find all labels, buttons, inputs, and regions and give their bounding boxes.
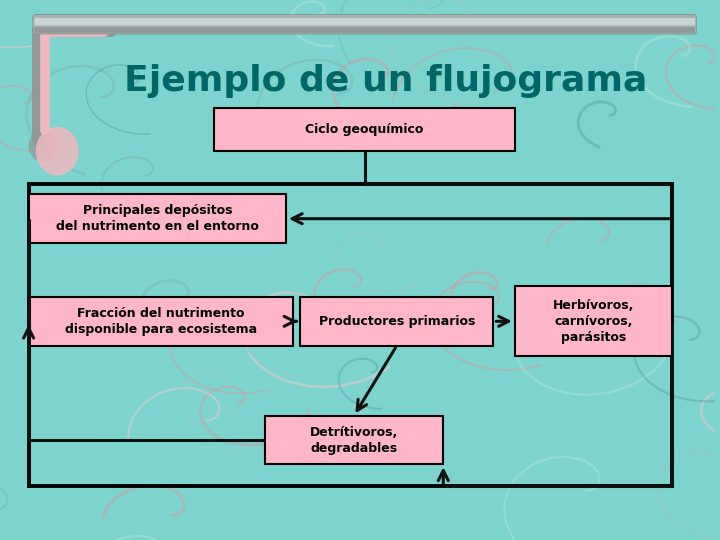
FancyBboxPatch shape bbox=[35, 18, 695, 25]
Ellipse shape bbox=[36, 127, 78, 176]
FancyBboxPatch shape bbox=[35, 27, 695, 33]
Bar bbox=[264, 416, 444, 464]
Text: Detrítivoros,
degradables: Detrítivoros, degradables bbox=[310, 426, 398, 455]
Bar bbox=[29, 194, 286, 243]
Bar bbox=[29, 184, 672, 486]
Bar bbox=[29, 297, 293, 346]
Text: Principales depósitos
del nutrimento en el entorno: Principales depósitos del nutrimento en … bbox=[56, 204, 258, 233]
Bar bbox=[300, 297, 493, 346]
Text: Herbívoros,
carnívoros,
parásitos: Herbívoros, carnívoros, parásitos bbox=[553, 299, 634, 344]
Bar bbox=[215, 108, 515, 151]
Ellipse shape bbox=[29, 130, 57, 162]
Text: Ejemplo de un flujograma: Ejemplo de un flujograma bbox=[125, 64, 648, 98]
Text: Fracción del nutrimento
disponible para ecosistema: Fracción del nutrimento disponible para … bbox=[65, 307, 257, 336]
FancyBboxPatch shape bbox=[33, 15, 696, 34]
Text: Productores primarios: Productores primarios bbox=[319, 315, 475, 328]
Bar bbox=[515, 286, 672, 356]
Text: Ciclo geoquímico: Ciclo geoquímico bbox=[305, 123, 424, 136]
